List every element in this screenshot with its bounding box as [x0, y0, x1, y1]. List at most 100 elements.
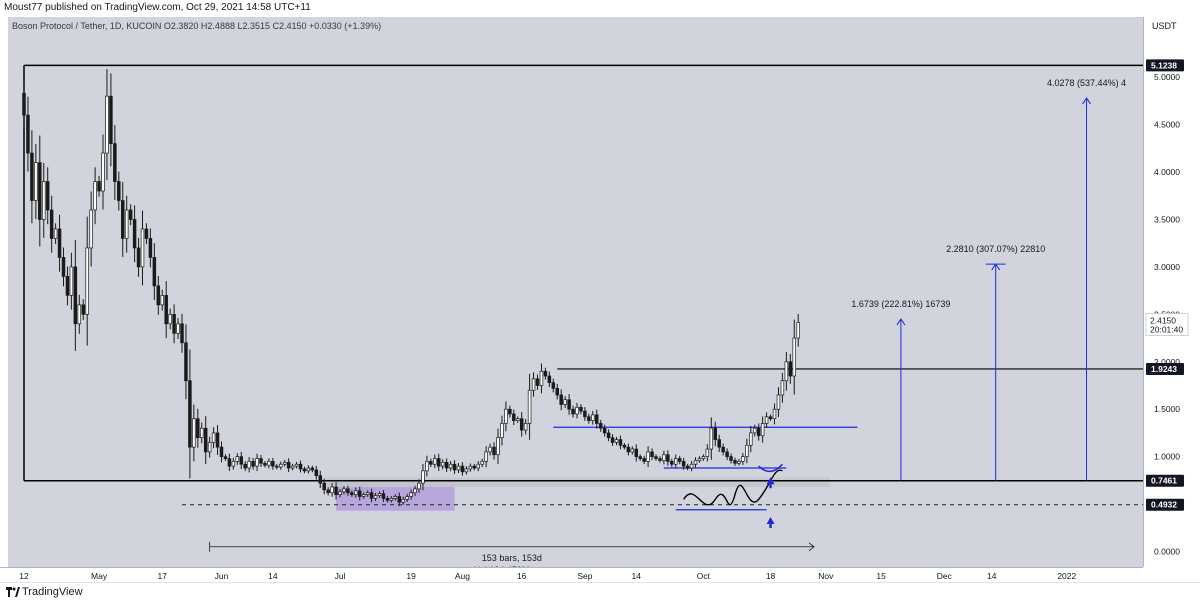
candle-body [602, 427, 607, 434]
price-badge-label: 0.4932 [1151, 500, 1177, 510]
candle-body [223, 456, 228, 459]
annotation-drawing [683, 463, 783, 529]
candle-body [22, 92, 26, 116]
measure-arrowhead [808, 542, 815, 552]
up-arrow-stem [769, 483, 772, 489]
candle-body [685, 465, 690, 469]
candle-body [437, 458, 441, 467]
candle-body [227, 458, 232, 467]
candle-body [314, 469, 319, 476]
time-tick-label: 19 [406, 571, 416, 581]
wave-sketch [683, 469, 783, 506]
candle-body [298, 463, 303, 470]
time-tick-label: Dec [937, 571, 953, 581]
candle-body [231, 461, 236, 467]
candle-body [508, 408, 512, 415]
candle-body [776, 394, 781, 410]
candle-body [626, 446, 631, 453]
price-tick-label: 3.0000 [1154, 262, 1180, 272]
candle-body [512, 413, 516, 421]
candle-body [717, 439, 721, 448]
publish-text: Moust77 published on TradingView.com, Oc… [4, 2, 311, 13]
candle-body [472, 465, 477, 469]
candle-body [681, 461, 686, 467]
candle-body [551, 382, 556, 389]
candle-body [267, 461, 271, 466]
candle-body [89, 209, 93, 249]
candle-body [310, 467, 315, 471]
candle-body [196, 418, 200, 439]
candle-body [279, 463, 283, 468]
chart-svg[interactable]: 1.6739 (222.81%) 16739 2.2810 (307.07%) 2… [8, 17, 1143, 567]
candle-body [559, 394, 563, 405]
candle-body [594, 414, 599, 424]
candle-body [654, 456, 658, 459]
target-label: 2.2810 (307.07%) 22810 [946, 244, 1045, 254]
candle-body [780, 380, 785, 396]
candle-body [338, 491, 342, 495]
candle-body [531, 378, 536, 391]
candle-body [255, 458, 259, 467]
candle-body [318, 475, 323, 484]
candle-body [701, 456, 706, 459]
time-axis[interactable]: 12 May 17 Jun 14 Jul 19 Aug 16 Sep 14 Oct 18 Nov 15 Dec… [0, 567, 1143, 583]
price-badge [1146, 362, 1184, 375]
candle-body [433, 458, 437, 465]
candle-body [275, 465, 279, 468]
candle-body [488, 446, 492, 453]
price-axis-svg: USDT5.00004.50004.00003.50003.00002.5000… [1145, 21, 1189, 557]
candle-body [326, 489, 330, 494]
candle-body [598, 423, 603, 429]
candle-body [117, 181, 121, 201]
candle-body [523, 423, 528, 431]
candle-body [385, 498, 390, 501]
candle-body [30, 152, 34, 201]
candle-body [752, 427, 757, 434]
candle-body [756, 427, 761, 437]
candle-body [200, 427, 204, 439]
candle-body [583, 410, 587, 418]
time-tick-label: 12 [19, 571, 29, 581]
candle-body [480, 461, 484, 465]
candle-body [381, 493, 386, 499]
candle-body [638, 456, 642, 459]
candle-body [563, 399, 567, 405]
currency-label: USDT [1152, 21, 1177, 31]
candle-body [350, 492, 354, 495]
candle-body [689, 463, 694, 469]
candle-body [737, 461, 741, 464]
candle-body [452, 463, 457, 471]
candle-body [81, 304, 85, 315]
candle-body [768, 416, 773, 420]
candle-body [330, 486, 334, 494]
candle-body [144, 228, 149, 239]
tradingview-logo-icon [6, 587, 20, 597]
candle-body [429, 461, 433, 465]
candle-body [670, 461, 674, 465]
candle-body [286, 461, 291, 469]
candle-body [322, 482, 326, 491]
candle-body [784, 361, 789, 382]
measure-vol-label: Vol 124.453M [474, 565, 529, 567]
price-tick-label: 1.5000 [1154, 404, 1180, 414]
price-tick-label: 4.0000 [1154, 167, 1180, 177]
candle-body [176, 323, 180, 334]
candle-body [85, 247, 89, 315]
time-tick-label: 2022 [1057, 571, 1076, 581]
candle-body [622, 444, 627, 448]
candle-body [425, 461, 429, 472]
candle-body [614, 439, 619, 443]
candle-body [788, 361, 793, 377]
time-tick-label: Jun [215, 571, 229, 581]
candle-body [101, 152, 105, 192]
candle-body [745, 444, 749, 457]
price-axis[interactable]: USDT5.00004.50004.00003.50003.00002.5000… [1143, 17, 1200, 567]
candle-body [630, 448, 635, 453]
candle-body [239, 456, 244, 465]
chart-plot-area[interactable]: 1.6739 (222.81%) 16739 2.2810 (307.07%) 2… [8, 17, 1143, 567]
candle-body [464, 468, 469, 473]
publish-bar: Moust77 published on TradingView.com, Oc… [0, 0, 1200, 16]
candle-body [346, 488, 350, 494]
candle-body [271, 461, 275, 467]
candle-body [49, 209, 54, 239]
